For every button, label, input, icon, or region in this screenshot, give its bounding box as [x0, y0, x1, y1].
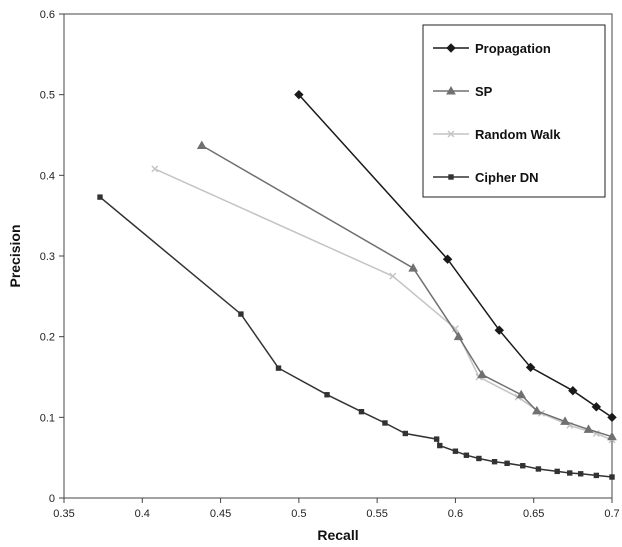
data-point-random-walk — [151, 165, 159, 173]
data-point-sp — [453, 331, 464, 341]
x-tick-label: 0.55 — [366, 508, 387, 520]
data-point-sp — [531, 405, 542, 415]
data-point-propagation — [525, 362, 536, 373]
x-tick-label: 0.6 — [448, 508, 463, 520]
legend-marker-propagation — [446, 43, 456, 53]
legend-item-propagation: Propagation — [433, 41, 551, 56]
y-tick-label: 0.6 — [40, 9, 55, 21]
data-point-cipher-dn — [97, 194, 103, 200]
x-tick-label: 0.35 — [53, 508, 74, 520]
data-point-sp — [516, 389, 527, 399]
legend-item-cipher-dn: Cipher DN — [433, 170, 539, 185]
data-point-cipher-dn — [275, 365, 282, 371]
y-tick-label: 0 — [49, 493, 55, 505]
legend-marker-cipher-dn — [448, 174, 454, 180]
series-cipher-dn — [97, 194, 615, 480]
legend-label: Random Walk — [475, 127, 561, 142]
data-point-cipher-dn — [382, 420, 388, 426]
y-tick-label: 0.4 — [40, 170, 55, 182]
legend-item-random-walk: Random Walk — [433, 127, 561, 142]
x-axis-title: Recall — [317, 527, 358, 543]
data-point-cipher-dn — [567, 470, 573, 476]
data-point-cipher-dn — [593, 472, 600, 479]
y-tick-label: 0.3 — [40, 251, 55, 263]
x-tick-label: 0.7 — [604, 508, 619, 520]
data-point-cipher-dn — [476, 455, 482, 462]
data-point-cipher-dn — [324, 392, 330, 398]
data-point-sp — [560, 416, 570, 425]
data-point-cipher-dn — [452, 448, 459, 454]
data-point-cipher-dn — [520, 463, 526, 469]
data-point-cipher-dn — [577, 471, 584, 477]
legend-label: Cipher DN — [475, 170, 539, 185]
data-point-cipher-dn — [609, 474, 615, 480]
y-axis-ticks: 0 0.1 0.2 0.3 0.4 0.5 0.6 — [40, 9, 64, 505]
data-point-propagation — [607, 412, 617, 423]
data-point-sp — [196, 140, 207, 149]
data-point-cipher-dn — [504, 460, 510, 467]
legend-label: Propagation — [475, 41, 551, 56]
y-tick-label: 0.5 — [40, 90, 55, 102]
legend-box — [422, 24, 606, 198]
data-point-sp — [477, 369, 487, 379]
data-point-cipher-dn — [402, 430, 409, 437]
data-point-cipher-dn — [358, 408, 365, 415]
x-axis-ticks: 0.35 0.4 0.45 0.5 0.55 0.6 0.65 0.7 — [53, 498, 620, 520]
x-tick-label: 0.5 — [291, 508, 306, 520]
data-point-cipher-dn — [437, 442, 443, 449]
data-point-propagation — [294, 89, 304, 100]
data-point-cipher-dn — [433, 436, 440, 442]
legend: Propagation SP Random Walk Cipher DN — [422, 24, 606, 198]
data-point-cipher-dn — [491, 459, 498, 465]
data-point-sp — [583, 424, 594, 433]
data-point-propagation — [591, 402, 602, 412]
data-point-propagation — [494, 325, 504, 335]
legend-item-sp: SP — [433, 84, 493, 99]
series-sp — [196, 140, 617, 441]
data-point-cipher-dn — [238, 311, 244, 317]
data-point-propagation — [568, 386, 578, 396]
data-point-cipher-dn — [554, 468, 560, 475]
y-axis-title: Precision — [7, 224, 23, 287]
data-point-sp — [408, 263, 419, 272]
x-tick-label: 0.4 — [135, 508, 150, 520]
legend-label: SP — [475, 84, 493, 99]
y-tick-label: 0.2 — [40, 332, 55, 344]
legend-marker-random-walk — [447, 130, 455, 138]
data-point-propagation — [442, 254, 453, 264]
series-layer — [97, 89, 617, 480]
x-tick-label: 0.45 — [210, 508, 231, 520]
legend-marker-sp — [446, 85, 456, 95]
data-point-random-walk — [451, 325, 459, 333]
data-point-cipher-dn — [535, 466, 542, 472]
data-point-random-walk — [389, 272, 397, 280]
y-tick-label: 0.1 — [40, 412, 55, 424]
x-tick-label: 0.65 — [523, 508, 544, 520]
data-point-sp — [607, 431, 617, 441]
series-propagation — [294, 89, 617, 423]
data-point-cipher-dn — [463, 452, 470, 458]
